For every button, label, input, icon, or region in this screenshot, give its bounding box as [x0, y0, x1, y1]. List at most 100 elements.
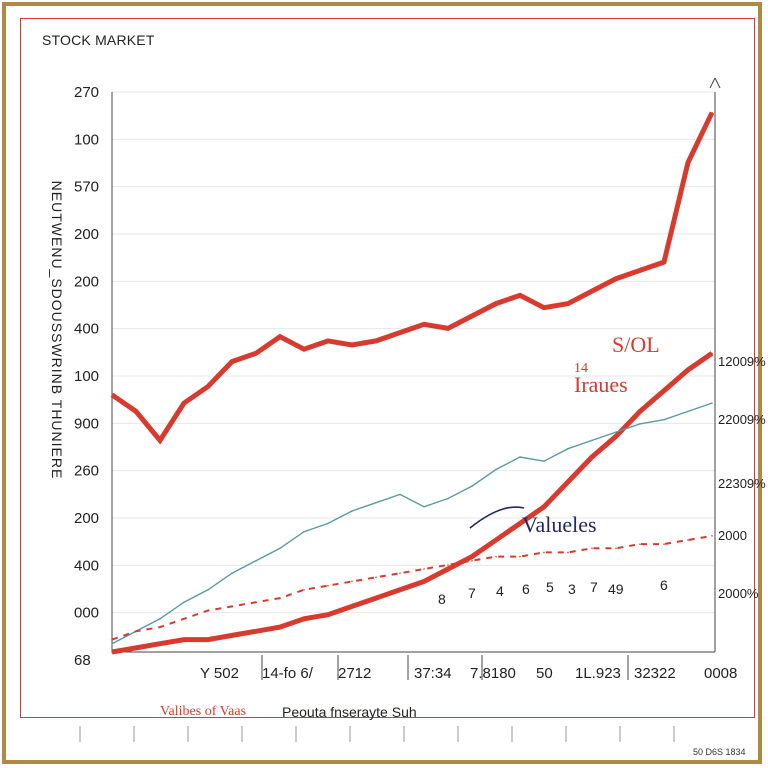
data-point	[615, 547, 617, 550]
data-point	[351, 605, 353, 608]
data-point	[423, 506, 425, 508]
data-point	[447, 564, 449, 566]
data-point	[303, 618, 305, 620]
data-point	[255, 352, 257, 355]
inline-digit: 4	[496, 583, 504, 599]
data-point	[111, 638, 113, 641]
data-point	[207, 588, 209, 591]
y-tick-right: 22009%	[718, 412, 766, 427]
data-point	[183, 638, 185, 641]
data-point	[135, 647, 137, 649]
annotation-navy-pointer	[469, 506, 525, 529]
inline-digit: 6	[522, 581, 530, 597]
inline-digit: 7	[468, 585, 476, 601]
data-point	[327, 340, 329, 342]
data-point	[447, 327, 449, 330]
x-tick-label: 2712	[338, 665, 371, 682]
data-point	[519, 522, 521, 525]
data-point	[519, 555, 521, 558]
y-tick-left: 900	[74, 415, 99, 432]
data-point	[351, 344, 353, 346]
data-point	[231, 605, 233, 608]
data-point	[639, 269, 641, 272]
data-point	[591, 439, 593, 442]
data-point	[231, 634, 233, 637]
data-point	[423, 568, 425, 570]
data-point	[375, 597, 377, 599]
y-tick-left: 100	[74, 131, 99, 148]
data-point	[711, 535, 713, 537]
y-axis-arrow-right	[714, 77, 721, 89]
data-point	[495, 555, 497, 558]
data-point	[399, 588, 401, 591]
y-tick-left: 270	[74, 84, 99, 101]
data-point	[327, 522, 329, 525]
data-point	[111, 651, 113, 653]
data-point	[543, 551, 545, 554]
series-teal	[111, 402, 713, 645]
data-point	[423, 580, 425, 583]
y-tick-left: 400	[74, 557, 99, 574]
inline-digit: 8	[438, 591, 446, 607]
y-ticks-left: 270 100 570 200 200 400 100 900 260 200 400 000 68	[74, 84, 99, 669]
data-point	[135, 630, 137, 633]
x-tick-label: Y 502	[200, 665, 239, 682]
data-point	[159, 626, 161, 628]
inline-digit: 6	[660, 577, 668, 593]
data-point	[615, 435, 617, 438]
data-point	[351, 510, 353, 512]
data-point	[375, 501, 377, 504]
y-ticks-right: 12009% 22009% 22309% 2000 2000%	[718, 354, 766, 601]
data-point	[303, 348, 305, 350]
data-point	[471, 315, 473, 317]
y-tick-left: 000	[74, 605, 99, 622]
data-point	[183, 402, 185, 404]
data-point	[303, 530, 305, 533]
annotation-red-3: 14	[574, 361, 588, 376]
x-tick-label: 1L.923	[575, 665, 621, 682]
data-point	[351, 580, 353, 583]
data-point	[711, 402, 713, 404]
data-point	[711, 111, 713, 114]
data-point	[471, 555, 473, 558]
data-point	[399, 331, 401, 334]
data-point	[207, 638, 209, 641]
data-point	[567, 302, 569, 305]
legend-black-label: Peouta fnserayte Suh	[282, 704, 417, 720]
data-point	[327, 613, 329, 616]
data-point	[111, 394, 113, 396]
data-point	[183, 601, 185, 604]
data-point	[591, 456, 593, 458]
data-point	[471, 485, 473, 487]
data-point	[159, 618, 161, 620]
corner-note: 50 D6S 1834	[693, 747, 746, 757]
x-tick-label: 37:34	[414, 665, 452, 682]
data-point	[207, 609, 209, 612]
y-axis-arrow-left	[709, 77, 716, 89]
data-point	[327, 584, 329, 587]
x-tick-label: 0008	[704, 665, 737, 682]
data-point	[375, 576, 377, 579]
data-point	[687, 410, 689, 413]
data-point	[687, 539, 689, 541]
x-tick-label: 50	[536, 665, 553, 682]
series-lower-red	[111, 351, 714, 655]
data-point	[303, 588, 305, 591]
inline-digit: 3	[568, 581, 576, 597]
data-point	[447, 568, 449, 570]
data-point	[279, 626, 281, 628]
data-point	[231, 572, 233, 574]
x-tick-labels: Y 502 14-fo 6/2712 37:34 7.8180 50 1L.923 3232…	[200, 665, 737, 682]
data-point	[663, 543, 665, 545]
series-upper-red	[110, 111, 715, 445]
y-tick-left: 400	[74, 321, 99, 338]
y-tick-right: 2000	[718, 528, 747, 543]
data-point	[543, 306, 545, 309]
annotation-red-2: Iraues	[574, 372, 628, 397]
data-point	[255, 559, 257, 562]
data-point	[399, 572, 401, 574]
data-point	[183, 618, 185, 620]
y-tick-left: 200	[74, 510, 99, 527]
bottom-decorative-ticks	[79, 726, 675, 742]
